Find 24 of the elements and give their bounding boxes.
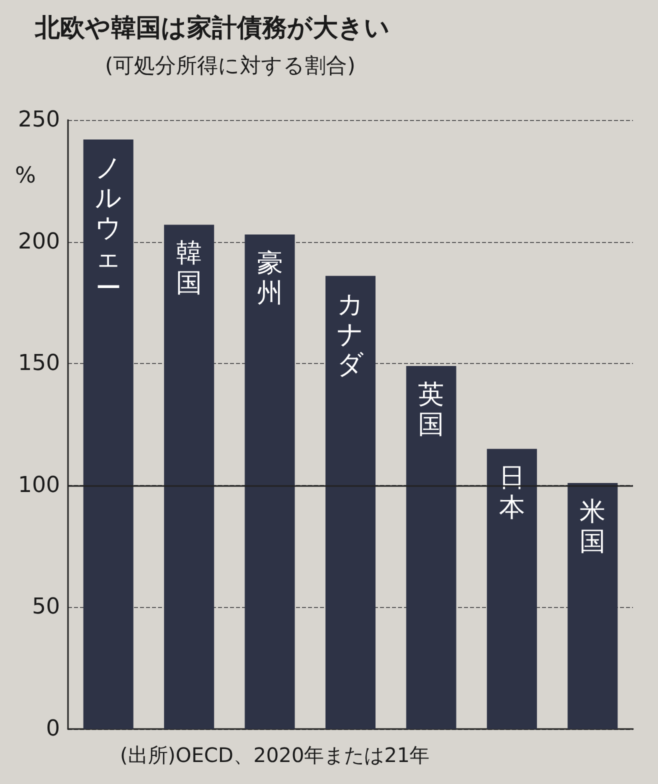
y-tick-label: 150	[18, 351, 60, 376]
x-tick-label: 米国	[580, 496, 606, 557]
y-tick-label: 50	[32, 594, 60, 620]
bar	[406, 366, 456, 729]
chart-title: 北欧や韓国は家計債務が大きい	[34, 13, 390, 42]
y-tick-label: 0	[46, 716, 60, 742]
bar	[325, 276, 376, 729]
x-tick-label: カナダ	[337, 290, 364, 380]
y-axis-title: %	[15, 164, 36, 188]
x-tick-label: 日本	[498, 462, 525, 523]
x-tick-label: 英国	[418, 380, 444, 440]
text: (出所)OECD、2020年または21年	[120, 743, 430, 767]
bar	[486, 448, 537, 729]
y-tick-label: 250	[18, 108, 60, 132]
bar	[164, 224, 214, 729]
x-tick-label: 豪州	[256, 248, 283, 308]
x-tick-label: 韓国	[176, 238, 202, 299]
y-tick-label: 100	[18, 472, 60, 498]
chart-subtitle: (可処分所得に対する割合)	[105, 54, 356, 78]
x-tick-label: ノルウェー	[94, 153, 122, 304]
bar	[568, 482, 618, 729]
bar	[244, 234, 295, 729]
y-tick-label: 200	[18, 229, 60, 254]
bar	[83, 139, 134, 729]
